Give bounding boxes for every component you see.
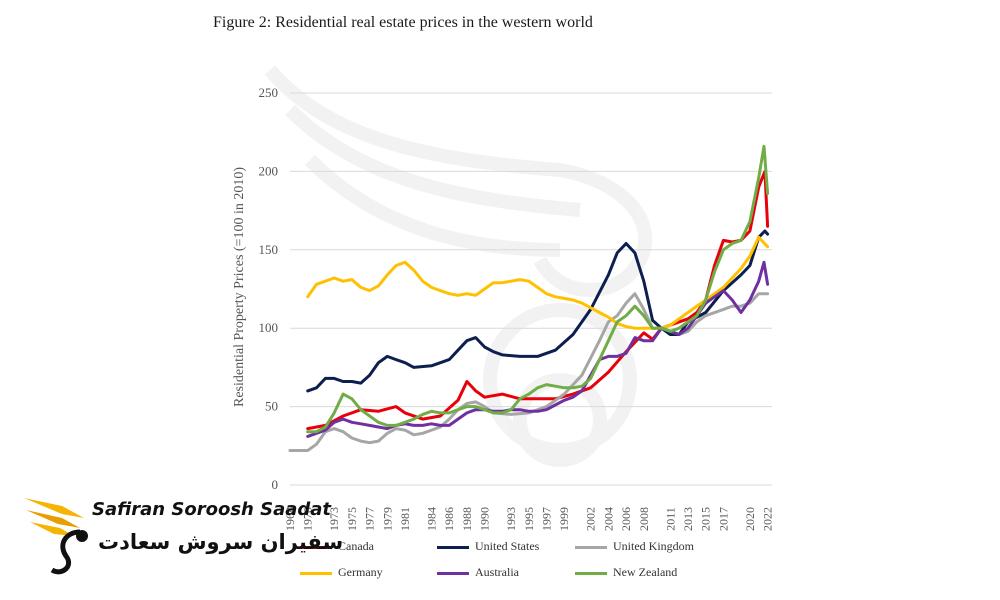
legend-swatch (437, 546, 469, 549)
x-tick-label: 1988 (460, 507, 474, 531)
x-tick-label: 2006 (619, 507, 633, 531)
eagle-logo-icon (24, 498, 88, 575)
x-tick-label: 1984 (425, 507, 439, 531)
figure-title: Figure 2: Residential real estate prices… (213, 14, 593, 31)
legend-label: Australia (475, 565, 519, 579)
legend-swatch (437, 572, 469, 575)
legend-label: Canada (338, 539, 374, 553)
legend-swatch (575, 572, 607, 575)
y-tick-label: 50 (265, 399, 278, 414)
series-lines (288, 144, 770, 452)
company-logo: Safiran Soroosh Saadat سفیران سروش سعادت (22, 492, 343, 582)
logo-name-persian: سفیران سروش سعادت (98, 530, 344, 554)
legend-label: United Kingdom (613, 539, 694, 553)
x-tick-label: 1968 (283, 507, 297, 531)
x-tick-label: 2017 (716, 507, 730, 531)
x-tick-label: 1973 (327, 507, 341, 531)
legend-label: Germany (338, 565, 383, 579)
x-tick-label: 1981 (398, 507, 412, 531)
y-tick-label: 0 (272, 477, 279, 492)
legend-swatch (575, 546, 607, 549)
x-tick-label: 2020 (743, 507, 757, 531)
x-tick-label: 2002 (584, 507, 598, 531)
legend-label: New Zealand (613, 565, 678, 579)
x-tick-label: 1990 (478, 507, 492, 531)
y-tick-label: 100 (259, 320, 279, 335)
legend-swatch (300, 572, 332, 575)
y-tick-label: 150 (259, 242, 279, 257)
x-tick-label: 1970 (301, 507, 315, 531)
axes: 0 50 100 150 200 250 1968 1970 1973 1975 1977 1979 1… (259, 85, 775, 531)
x-tick-label: 1975 (345, 507, 359, 531)
x-tick-label: 2008 (637, 507, 651, 531)
x-tick-label: 2015 (699, 507, 713, 531)
x-tick-label: 1995 (522, 507, 536, 531)
legend-swatch (300, 546, 332, 549)
watermark-emblem (264, 65, 653, 467)
x-tick-label: 2011 (663, 507, 677, 531)
series-line-germany (306, 235, 770, 330)
x-tick-label: 1999 (557, 507, 571, 531)
x-tick-label: 1997 (539, 507, 553, 531)
x-tick-label: 2004 (601, 507, 615, 531)
legend-label: United States (475, 539, 540, 553)
y-tick-label: 200 (259, 163, 279, 178)
y-tick-label: 250 (259, 85, 279, 100)
x-tick-label: 1979 (380, 507, 394, 531)
series-line-new-zealand (306, 144, 770, 434)
logo-name-english: Safiran Soroosh Saadat (92, 499, 332, 520)
x-tick-label: 1986 (442, 507, 456, 531)
y-axis-label: Residential Property Prices (=100 in 201… (232, 167, 247, 407)
x-tick-label: 2013 (681, 507, 695, 531)
x-tick-label: 1993 (504, 507, 518, 531)
x-tick-label: 2022 (761, 507, 775, 531)
x-tick-label: 1977 (363, 507, 377, 531)
